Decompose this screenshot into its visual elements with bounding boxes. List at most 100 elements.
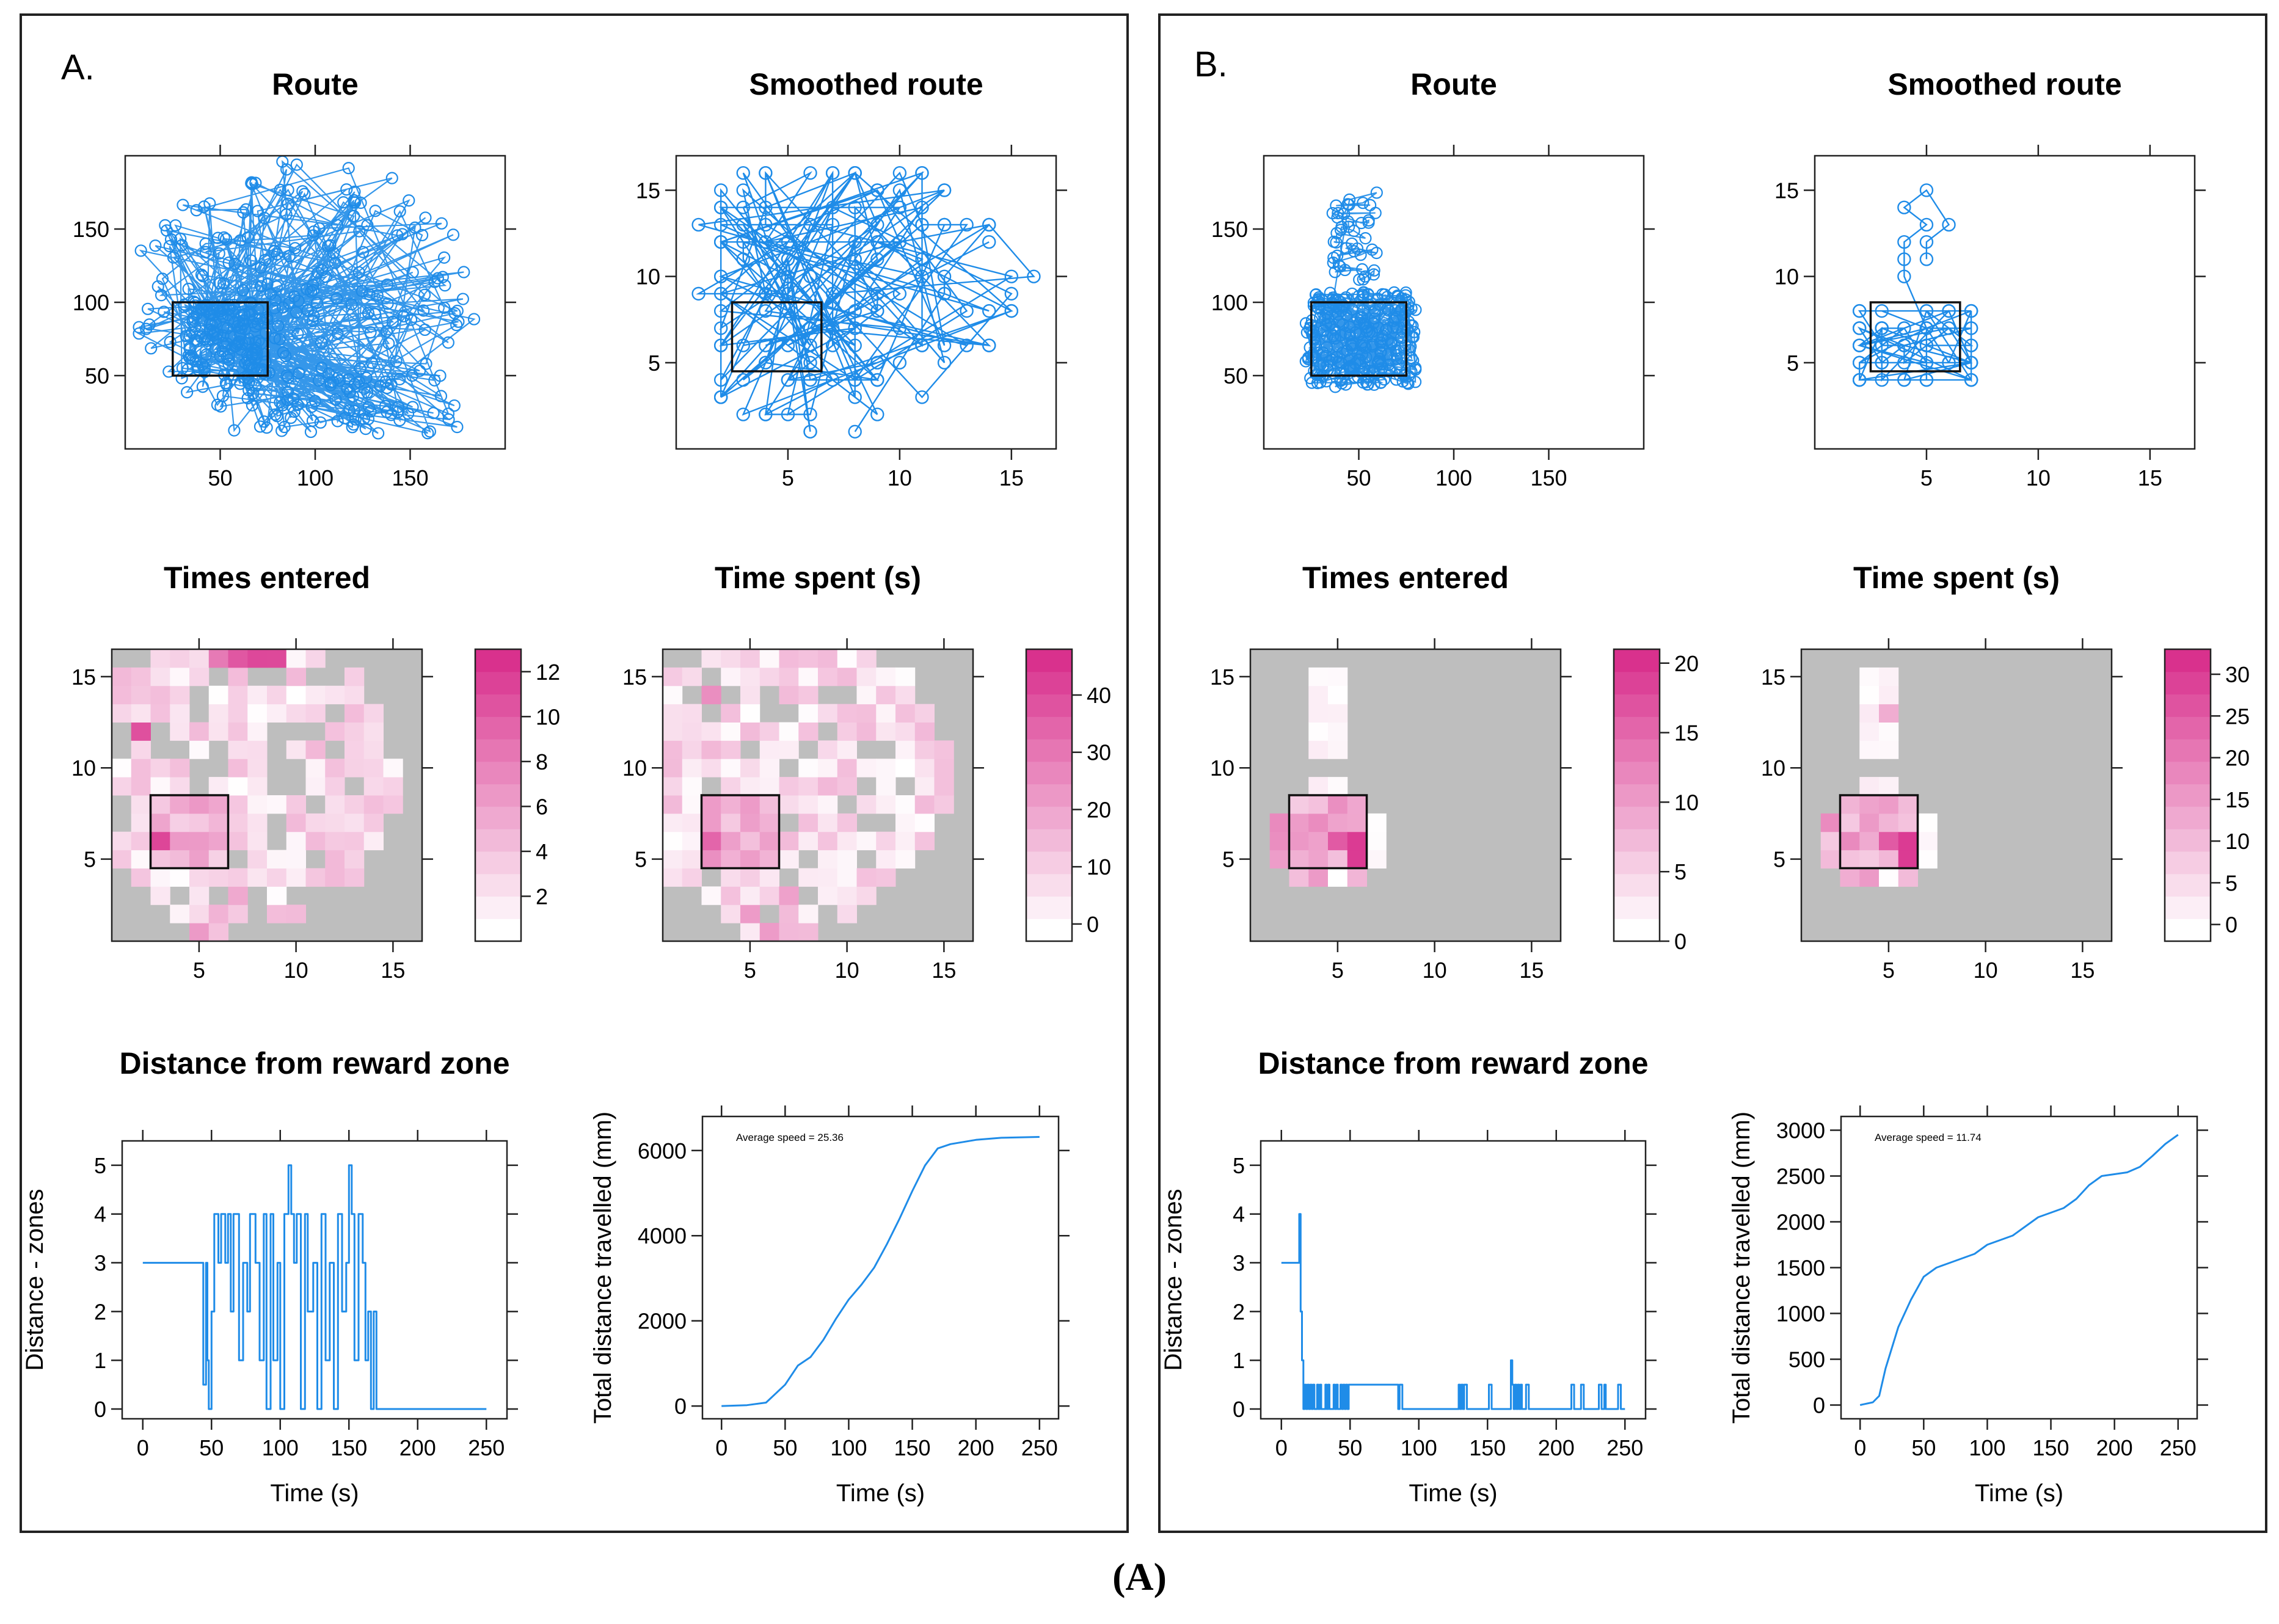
time-spent-A-cell (818, 759, 838, 777)
smoothed-route-A-point (691, 217, 706, 232)
route-A-point (269, 408, 282, 421)
smoothed-route-A-point (736, 338, 750, 352)
smoothed-route-A-point (892, 166, 907, 180)
times-entered-A-cell (286, 813, 306, 832)
route-A-point (288, 290, 301, 303)
time-spent-B-cell (1859, 740, 1880, 759)
route-A-point (251, 205, 264, 217)
time-spent-A-colorbar-band (1026, 671, 1072, 695)
time-spent-B-cell (1859, 704, 1880, 723)
route-B-point (1379, 324, 1392, 337)
route-B-point (1353, 273, 1366, 286)
cumulative-A-xtick-label: 200 (958, 1435, 994, 1460)
times-entered-A-cell (363, 759, 384, 777)
route-A-point (199, 246, 212, 258)
smoothed-route-B-point (1919, 217, 1934, 232)
route-A-point (438, 301, 451, 315)
route-A-point (238, 307, 250, 321)
distance-B-xtick-label: 250 (1606, 1435, 1643, 1460)
time-spent-B-colorbar-band (2165, 761, 2211, 785)
time-spent-A-cell (759, 886, 779, 905)
time-spent-A-cell (914, 759, 935, 777)
times-entered-A-cell (325, 813, 345, 832)
times-entered-A-cell (228, 886, 248, 905)
distance-A-ytick-label: 4 (94, 1202, 106, 1227)
times-entered-A-cell (150, 667, 170, 686)
route-B-point (1357, 288, 1369, 301)
times-entered-A-cell (228, 704, 248, 723)
times-entered-A-cell (150, 868, 170, 887)
route-A-point (242, 377, 255, 390)
route-A-point (354, 196, 367, 209)
times-entered-B-cell (1269, 850, 1289, 868)
times-entered-A-colorbar-band (475, 851, 521, 875)
route-B-point (1370, 186, 1383, 199)
time-spent-A-colorbar-band (1026, 739, 1072, 762)
times-entered-A-cell (170, 704, 190, 723)
times-entered-A-cell (286, 831, 306, 851)
time-spent-A-cell (818, 868, 838, 887)
times-entered-A-colorbar-band (475, 761, 521, 785)
times-entered-A-cell (325, 850, 345, 868)
times-entered-A-cell (170, 649, 190, 668)
times-entered-A-cell (112, 777, 132, 796)
route-A-point (249, 177, 262, 189)
smoothed-route-A-point (759, 338, 773, 352)
times-entered-A-cell (286, 868, 306, 887)
route-B-point (1378, 373, 1391, 386)
times-entered-A-cell (345, 667, 365, 686)
time-spent-A-cell (818, 886, 838, 905)
route-A-point (348, 209, 360, 222)
route-A-point (249, 379, 262, 392)
route-A-point (213, 247, 225, 260)
smoothed-route-A-point (825, 286, 840, 301)
smoothed-route-B-point (1919, 304, 1934, 318)
distance-B-xtick-label: 200 (1538, 1435, 1575, 1460)
smoothed-route-A-point (825, 217, 840, 232)
route-A-point (227, 299, 240, 311)
distance-A-ylabel: Distance - zones (21, 1189, 48, 1371)
smoothed-route-A-title: Smoothed route (749, 67, 983, 101)
distance-A-xtick-label: 200 (399, 1435, 436, 1460)
times-entered-A-cell (363, 777, 384, 796)
time-spent-A-colorbar-band (1026, 851, 1072, 875)
smoothed-route-A-point (870, 304, 884, 318)
cumulative-B-ytick-label: 3000 (1776, 1118, 1825, 1143)
smoothed-route-A-point (803, 424, 817, 439)
route-A-point (442, 336, 454, 349)
times-entered-A-cell (363, 722, 384, 741)
cumulative-A-frame (701, 1115, 1060, 1420)
time-spent-A-cell (798, 905, 819, 923)
time-spent-A-cell (721, 886, 741, 905)
times-entered-A-ytick-label: 5 (84, 847, 96, 872)
time-spent-A-cell (837, 831, 857, 851)
time-spent-A-cell (779, 667, 799, 686)
route-A-point (198, 200, 211, 213)
time-spent-A-cell (663, 777, 683, 796)
time-spent-A-cell (818, 813, 838, 832)
route-A-point (451, 304, 464, 318)
distance-A-ytick-label: 5 (94, 1153, 106, 1178)
route-A-point (182, 282, 195, 296)
time-spent-A-cell (876, 831, 896, 851)
time-spent-A-cell (682, 722, 702, 741)
time-spent-A-cell (721, 740, 741, 759)
times-entered-A-cell (247, 722, 268, 741)
distance-A-xtick-label: 100 (262, 1435, 299, 1460)
time-spent-A-cell (740, 886, 760, 905)
time-spent-A-cell (721, 777, 741, 796)
cumulative-B-xtick-label: 0 (1854, 1435, 1866, 1460)
time-spent-B-cell (1898, 868, 1918, 887)
route-A-point (211, 231, 224, 244)
route-A-point (363, 288, 376, 301)
time-spent-A-cell (837, 722, 857, 741)
times-entered-A-cell (131, 759, 151, 777)
time-spent-A-cell (740, 831, 760, 851)
route-A-point (181, 386, 194, 399)
smoothed-route-A-point (759, 355, 773, 370)
times-entered-A-cell (131, 850, 151, 868)
time-spent-A-cell (759, 759, 779, 777)
time-spent-A-cell (798, 868, 819, 887)
times-entered-A-cell (170, 759, 190, 777)
route-A-point (448, 307, 461, 319)
